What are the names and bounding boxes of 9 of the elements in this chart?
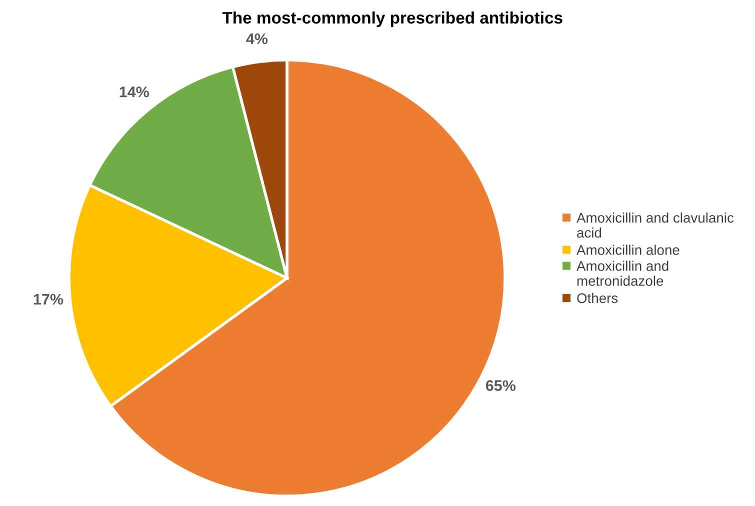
chart-title: The most-commonly prescribed antibiotics	[222, 11, 562, 27]
legend-label: Amoxicillin and metronidazole	[576, 260, 668, 286]
legend-label: Amoxicillin and clavulanic acid	[576, 212, 734, 238]
data-label: 17%	[34, 294, 64, 305]
data-label: 14%	[120, 86, 150, 98]
legend-label: Others	[577, 292, 618, 304]
data-label: 4%	[246, 33, 268, 44]
legend-label: Amoxicillin alone	[576, 244, 680, 255]
data-label: 65%	[486, 380, 516, 391]
